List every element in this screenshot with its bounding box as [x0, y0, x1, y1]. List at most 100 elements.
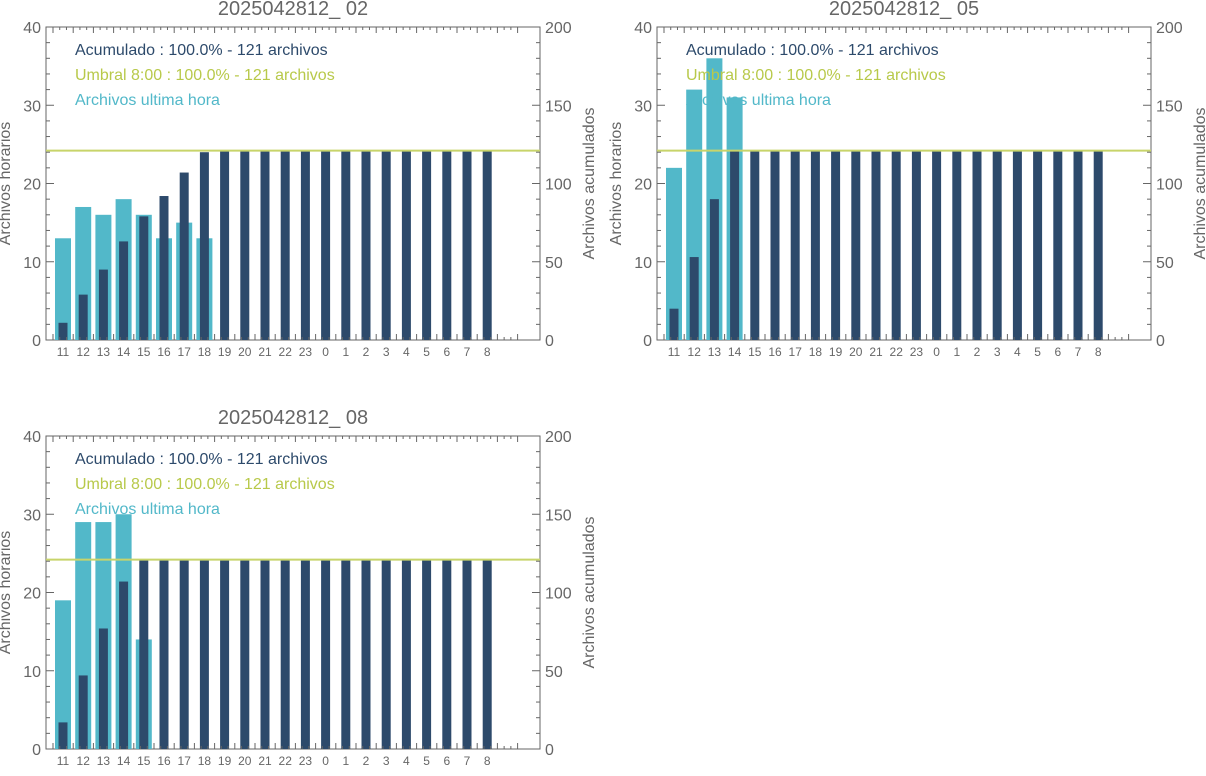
y-right-tick-label: 0	[1156, 333, 1165, 350]
x-tick-label: 5	[423, 754, 430, 768]
bar-cumulative-3	[992, 150, 1002, 340]
x-tick-label: 14	[728, 345, 742, 359]
x-tick-label: 20	[849, 345, 863, 359]
y-left-tick-label: 40	[23, 429, 41, 446]
bar-cumulative-5	[1033, 150, 1043, 340]
y-left-tick-label: 30	[634, 98, 652, 115]
y-left-axis-title: Archivos horarios	[0, 531, 14, 655]
x-tick-label: 4	[1014, 345, 1021, 359]
bar-cumulative-11	[58, 322, 68, 340]
x-tick-label: 21	[258, 345, 272, 359]
legend-cumulative: Acumulado : 100.0% - 121 archivos	[686, 42, 939, 59]
legend-hourly: Archivos ultima hora	[75, 92, 220, 109]
bar-cumulative-11	[669, 308, 679, 340]
bar-cumulative-21	[260, 150, 270, 340]
y-right-tick-label: 200	[545, 429, 572, 446]
y-left-tick-label: 20	[23, 586, 41, 603]
y-left-tick-label: 10	[23, 664, 41, 681]
bar-cumulative-18	[199, 559, 209, 749]
x-tick-label: 13	[97, 754, 111, 768]
bar-cumulative-17	[179, 559, 189, 749]
x-tick-label: 22	[279, 754, 293, 768]
x-tick-label: 14	[117, 345, 131, 359]
x-tick-label: 17	[178, 345, 192, 359]
legend-hourly: Archivos ultima hora	[75, 501, 220, 518]
bar-cumulative-8	[1093, 150, 1103, 340]
bar-cumulative-18	[810, 150, 820, 340]
bar-cumulative-23	[300, 150, 310, 340]
x-tick-label: 8	[1095, 345, 1102, 359]
bar-cumulative-6	[442, 150, 452, 340]
bar-cumulative-18	[199, 152, 209, 340]
x-tick-label: 7	[1075, 345, 1082, 359]
bar-cumulative-4	[401, 150, 411, 340]
y-right-tick-label: 100	[1156, 177, 1183, 194]
bar-cumulative-4	[1012, 150, 1022, 340]
bar-cumulative-2	[361, 559, 371, 749]
x-tick-label: 19	[218, 754, 232, 768]
x-tick-label: 17	[178, 754, 192, 768]
bar-cumulative-7	[462, 559, 472, 749]
x-tick-label: 12	[688, 345, 702, 359]
y-left-tick-label: 40	[23, 20, 41, 37]
y-right-tick-label: 150	[1156, 98, 1183, 115]
bar-cumulative-21	[871, 150, 881, 340]
chart-title: 2025042812_ 02	[218, 0, 368, 20]
x-tick-label: 1	[953, 345, 960, 359]
bar-cumulative-4	[401, 559, 411, 749]
bar-cumulative-2	[972, 150, 982, 340]
bar-cumulative-15	[750, 150, 760, 340]
bar-cumulative-11	[58, 722, 68, 749]
bar-cumulative-19	[220, 559, 230, 749]
bar-cumulative-20	[240, 150, 250, 340]
x-tick-label: 11	[668, 345, 681, 359]
bar-cumulative-15	[139, 216, 149, 340]
bar-cumulative-1	[952, 150, 962, 340]
bar-cumulative-1	[341, 150, 351, 340]
y-right-tick-label: 200	[1156, 20, 1183, 37]
bar-cumulative-12	[689, 257, 699, 340]
y-right-tick-label: 50	[545, 664, 563, 681]
bar-cumulative-6	[442, 559, 452, 749]
bar-cumulative-22	[280, 150, 290, 340]
x-tick-label: 16	[157, 754, 171, 768]
x-tick-label: 6	[443, 754, 450, 768]
bar-cumulative-19	[831, 150, 841, 340]
x-tick-label: 12	[77, 754, 91, 768]
bar-cumulative-12	[78, 294, 88, 340]
y-left-tick-label: 10	[23, 255, 41, 272]
bar-cumulative-15	[139, 559, 149, 749]
bar-cumulative-16	[159, 196, 169, 340]
bar-cumulative-12	[78, 675, 88, 749]
x-tick-label: 4	[403, 345, 410, 359]
x-tick-label: 3	[994, 345, 1001, 359]
bar-cumulative-17	[790, 150, 800, 340]
y-right-tick-label: 150	[545, 98, 572, 115]
x-tick-label: 23	[299, 345, 313, 359]
y-right-tick-label: 200	[545, 20, 572, 37]
y-right-tick-label: 100	[545, 177, 572, 194]
x-tick-label: 6	[1054, 345, 1061, 359]
y-right-axis-title: Archivos acumulados	[581, 516, 598, 668]
bar-cumulative-14	[119, 241, 129, 340]
bar-cumulative-0	[321, 559, 331, 749]
y-left-tick-label: 0	[643, 333, 652, 350]
x-tick-label: 16	[157, 345, 171, 359]
bar-cumulative-14	[119, 581, 129, 749]
x-tick-label: 13	[708, 345, 722, 359]
y-left-tick-label: 30	[23, 98, 41, 115]
bar-cumulative-23	[911, 150, 921, 340]
y-right-tick-label: 0	[545, 333, 554, 350]
bar-cumulative-17	[179, 172, 189, 340]
x-tick-label: 2	[363, 754, 370, 768]
y-left-tick-label: 0	[32, 333, 41, 350]
x-tick-label: 5	[423, 345, 430, 359]
bar-hourly-11	[55, 600, 71, 749]
bar-cumulative-13	[98, 628, 108, 749]
x-tick-label: 17	[789, 345, 803, 359]
y-right-axis-title: Archivos acumulados	[581, 107, 598, 259]
